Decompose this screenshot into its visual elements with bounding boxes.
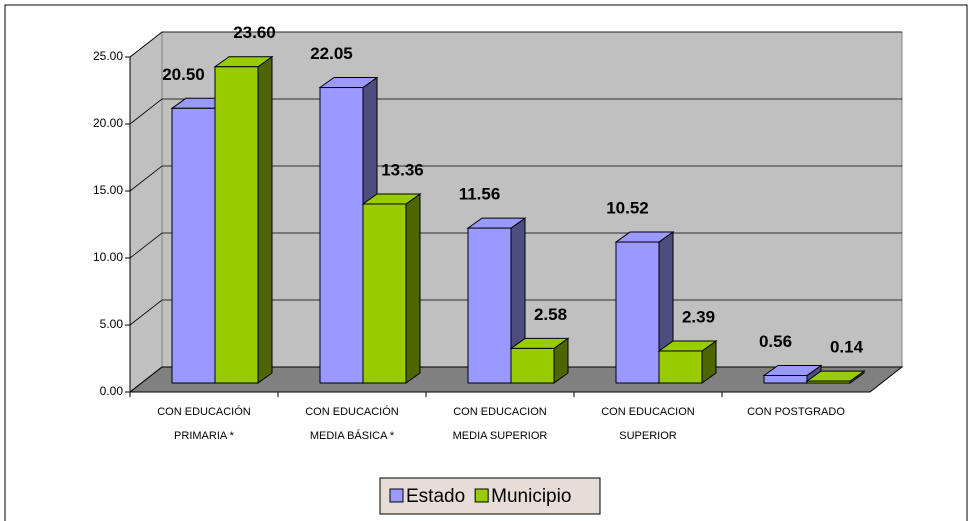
x-tick-label: CON EDUCACIÓN MEDIA BÁSICA * [305, 405, 399, 442]
value-label: 0.56 [759, 332, 792, 351]
bar-front [615, 241, 660, 384]
bar [805, 370, 866, 384]
grid-line [129, 31, 902, 58]
x-tick-line: CON POSTGRADO [747, 406, 845, 418]
bar-front [214, 66, 259, 384]
y-tick-label: 15.00 [93, 183, 123, 197]
legend-label: Estado [406, 486, 465, 507]
bar-front [362, 203, 407, 384]
y-tick-label: 0.00 [100, 384, 124, 398]
y-tick-label: 10.00 [93, 250, 123, 264]
x-tick-line: CON EDUCACION [601, 406, 695, 418]
value-label: 2.39 [682, 307, 715, 326]
side-wall [129, 30, 163, 394]
bar-side [257, 55, 273, 384]
legend-box [379, 477, 601, 515]
legend-swatch [474, 488, 489, 503]
back-wall [161, 31, 903, 368]
legend-label: Municipio [491, 486, 571, 507]
bar [361, 193, 422, 384]
grid-line [129, 98, 902, 125]
legend-swatch [389, 488, 404, 503]
x-tick-line: CON EDUCACION [453, 406, 547, 418]
value-label: 10.52 [606, 199, 649, 218]
y-tick-label: 25.00 [93, 49, 123, 63]
x-tick-line: PRIMARIA * [174, 430, 235, 442]
bar-front [658, 350, 703, 384]
grid-line [129, 165, 902, 192]
y-tick-label: 20.00 [93, 116, 123, 130]
bar [213, 55, 274, 384]
bar-front [806, 380, 851, 384]
bar [509, 337, 570, 384]
value-label: 11.56 [459, 185, 501, 204]
bar-front [763, 374, 808, 384]
x-tick-line: MEDIA BÁSICA * [310, 429, 395, 442]
x-tick-label: CON EDUCACION SUPERIOR [601, 406, 695, 442]
bar-front [319, 87, 364, 384]
x-tick-line: MEDIA SUPERIOR [453, 430, 548, 442]
value-label: 22.05 [310, 44, 353, 63]
y-tick-label: 5.00 [100, 317, 124, 331]
value-label: 20.50 [162, 65, 205, 84]
bar-front [510, 347, 555, 384]
value-label: 2.58 [534, 305, 567, 324]
x-tick-label: CON EDUCACION MEDIA SUPERIOR [453, 406, 548, 442]
bar-front [171, 107, 216, 384]
x-tick-line: SUPERIOR [619, 430, 677, 442]
bar [657, 340, 718, 384]
value-label: 13.36 [381, 160, 424, 179]
value-label: 0.14 [830, 338, 864, 357]
x-tick-label: CON EDUCACIÓN PRIMARIA * [157, 405, 251, 442]
x-tick-line: CON EDUCACIÓN [157, 405, 251, 418]
bar-side [405, 193, 421, 384]
bar-front [467, 227, 512, 384]
x-tick-line: CON EDUCACIÓN [305, 405, 399, 418]
x-tick-label: CON POSTGRADO [747, 406, 845, 418]
value-label: 23.60 [233, 23, 276, 42]
